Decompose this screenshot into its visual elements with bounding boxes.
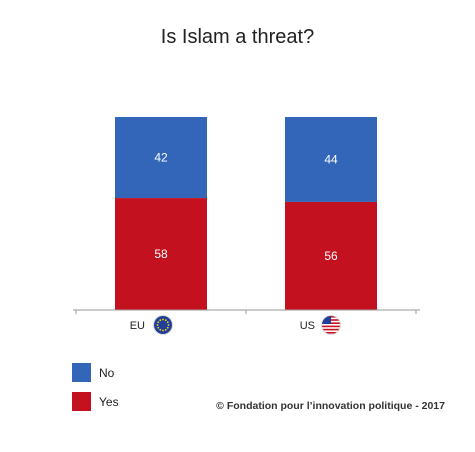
data-label-eu-yes: 58: [154, 247, 168, 261]
legend-label-yes: Yes: [99, 394, 119, 409]
legend-item-no: No: [72, 363, 114, 382]
x-tick-label-eu: EU: [130, 320, 145, 332]
x-tick-label-us: US: [300, 320, 315, 332]
bar-eu-no: [115, 117, 207, 199]
bar-us-no: [285, 117, 377, 202]
legend-item-yes: Yes: [72, 392, 119, 411]
legend-swatch-no: [72, 363, 91, 382]
eu-flag-icon: [153, 315, 173, 335]
chart-title: Is Islam a threat?: [160, 26, 315, 48]
us-flag-icon: [321, 315, 341, 335]
legend-label-no: No: [99, 365, 115, 380]
data-label-eu-no: 42: [154, 151, 168, 165]
data-label-us-no: 44: [324, 152, 338, 166]
source-credit: © Fondation pour l’innovation politique …: [216, 400, 445, 412]
bar-eu-yes: [115, 198, 207, 310]
legend-swatch-yes: [72, 392, 91, 411]
data-label-us-yes: 56: [324, 249, 338, 263]
bar-us-yes: [285, 201, 377, 310]
